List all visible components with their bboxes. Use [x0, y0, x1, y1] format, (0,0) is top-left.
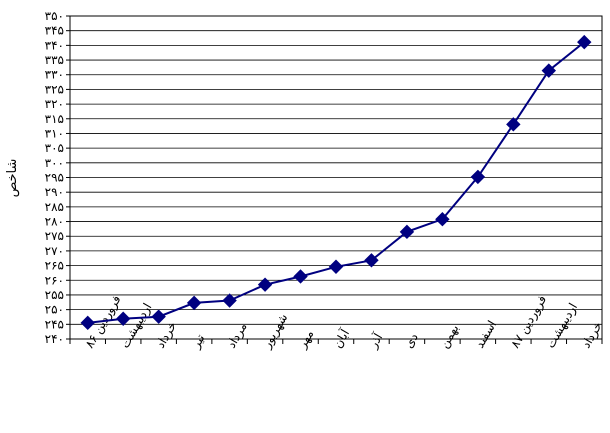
x-tick-label: مهر: [295, 327, 318, 351]
data-point-marker: [328, 259, 344, 274]
data-point-marker: [364, 253, 379, 268]
data-point-marker: [80, 315, 95, 331]
y-tick-label: ۳۵۰: [45, 9, 64, 23]
data-point-marker: [435, 211, 450, 227]
y-tick-label: ۲۹۵: [45, 171, 64, 185]
data-point-marker: [293, 269, 308, 284]
y-tick-label: ۲۸۵: [45, 200, 64, 214]
x-tick-label: اردیبهشت: [543, 301, 581, 351]
y-tick-label: ۲۴۰: [45, 332, 64, 346]
data-point-marker: [115, 311, 131, 326]
y-tick-label: ۲۶۵: [45, 259, 64, 273]
data-point-marker: [577, 34, 592, 50]
y-tick-label: ۲۵۰: [45, 303, 64, 317]
data-point-marker: [222, 293, 237, 308]
series-markers: [80, 34, 592, 331]
series-line: [87, 41, 585, 324]
y-tick-label: ۳۳۰: [45, 68, 64, 82]
data-point-marker: [470, 169, 486, 185]
y-tick-label: ۳۱۰: [45, 126, 64, 140]
y-tick-label: ۲۴۵: [45, 317, 64, 331]
x-tick-label: اسفند: [472, 318, 499, 350]
y-axis-label: شاخص: [5, 159, 20, 198]
x-tick-label: آبان: [330, 326, 353, 351]
y-tick-label: ۳۰۵: [45, 141, 64, 155]
y-tick-label: ۲۶۰: [45, 273, 64, 287]
data-point-marker: [506, 117, 521, 132]
y-tick-label: ۳۰۰: [45, 156, 64, 170]
data-point-marker: [186, 295, 202, 311]
data-point-marker: [399, 224, 415, 240]
y-tick-label: ۲۹۰: [45, 185, 64, 199]
x-tick-label: آذر: [365, 330, 387, 352]
y-tick-label: ۳۲۰: [45, 97, 64, 111]
y-tick-label: ۳۲۵: [45, 82, 64, 96]
y-tick-label: ۲۸۰: [45, 215, 64, 229]
y-tick-label: ۳۳۵: [45, 53, 64, 67]
x-tick-label: دی: [401, 331, 420, 351]
y-axis: ۲۴۰۲۴۵۲۵۰۲۵۵۲۶۰۲۶۵۲۷۰۲۷۵۲۸۰۲۸۵۲۹۰۲۹۵۳۰۰۳…: [45, 9, 70, 346]
y-tick-label: ۳۴۵: [45, 24, 64, 38]
x-tick-label: تیر: [188, 332, 208, 352]
y-tick-label: ۲۷۵: [45, 229, 64, 243]
x-tick-label: بهمن: [437, 322, 462, 351]
data-point-marker: [257, 277, 273, 292]
grid-lines: [70, 30, 602, 325]
x-tick-label: شهریور: [259, 311, 291, 352]
y-tick-label: ۳۴۰: [45, 38, 64, 52]
y-tick-label: ۲۷۰: [45, 244, 64, 258]
x-tick-label: اردیبهشت: [118, 301, 156, 351]
data-point-marker: [541, 63, 557, 78]
y-tick-label: ۳۱۵: [45, 112, 64, 126]
y-tick-label: ۲۵۵: [45, 288, 64, 302]
data-point-marker: [151, 309, 166, 324]
